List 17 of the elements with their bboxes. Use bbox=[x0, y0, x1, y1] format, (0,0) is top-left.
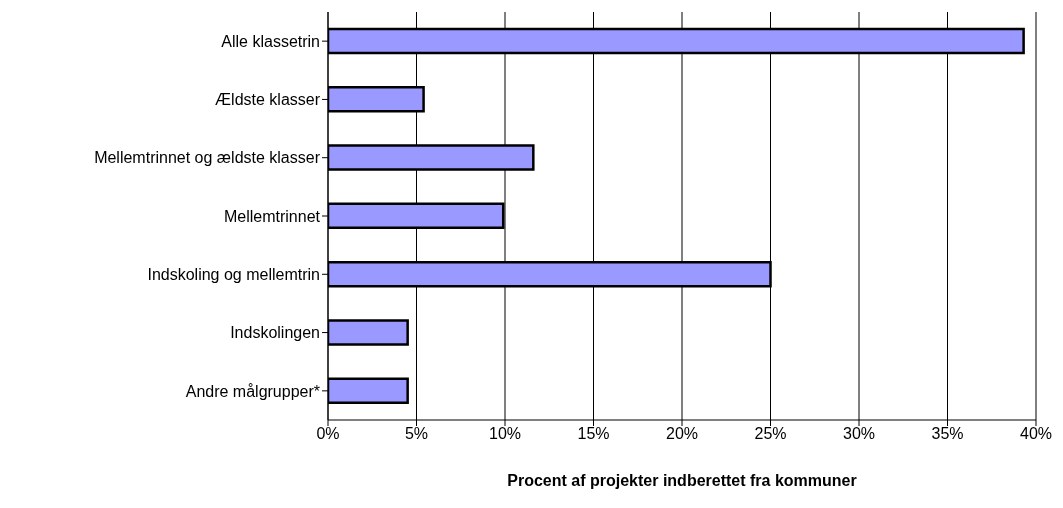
x-tick-label: 0% bbox=[316, 425, 340, 443]
y-tick-label: Mellemtrinnet bbox=[223, 207, 321, 225]
x-tick-label: 35% bbox=[931, 425, 964, 443]
x-tick-label: 20% bbox=[665, 425, 699, 443]
y-tick-label: Alle klassetrin bbox=[221, 32, 320, 50]
x-tick-label: 10% bbox=[488, 425, 522, 443]
y-tick-label: Andre målgrupper* bbox=[185, 382, 320, 400]
x-tick-label: 40% bbox=[1019, 425, 1053, 443]
x-axis-title: Procent af projekter indberettet fra kommuner bbox=[507, 472, 857, 489]
y-tick-label: Ældste klasser bbox=[215, 91, 321, 109]
x-tick-label: 30% bbox=[842, 425, 876, 443]
y-tick-label: Indskolingen bbox=[230, 324, 320, 342]
x-tick-label: 15% bbox=[577, 425, 610, 443]
y-tick-label: Mellemtrinnet og ældste klasser bbox=[94, 149, 321, 167]
y-tick-label: Indskoling og mellemtrin bbox=[147, 265, 320, 283]
x-tick-label: 5% bbox=[404, 425, 429, 443]
x-tick-label: 25% bbox=[754, 425, 787, 443]
